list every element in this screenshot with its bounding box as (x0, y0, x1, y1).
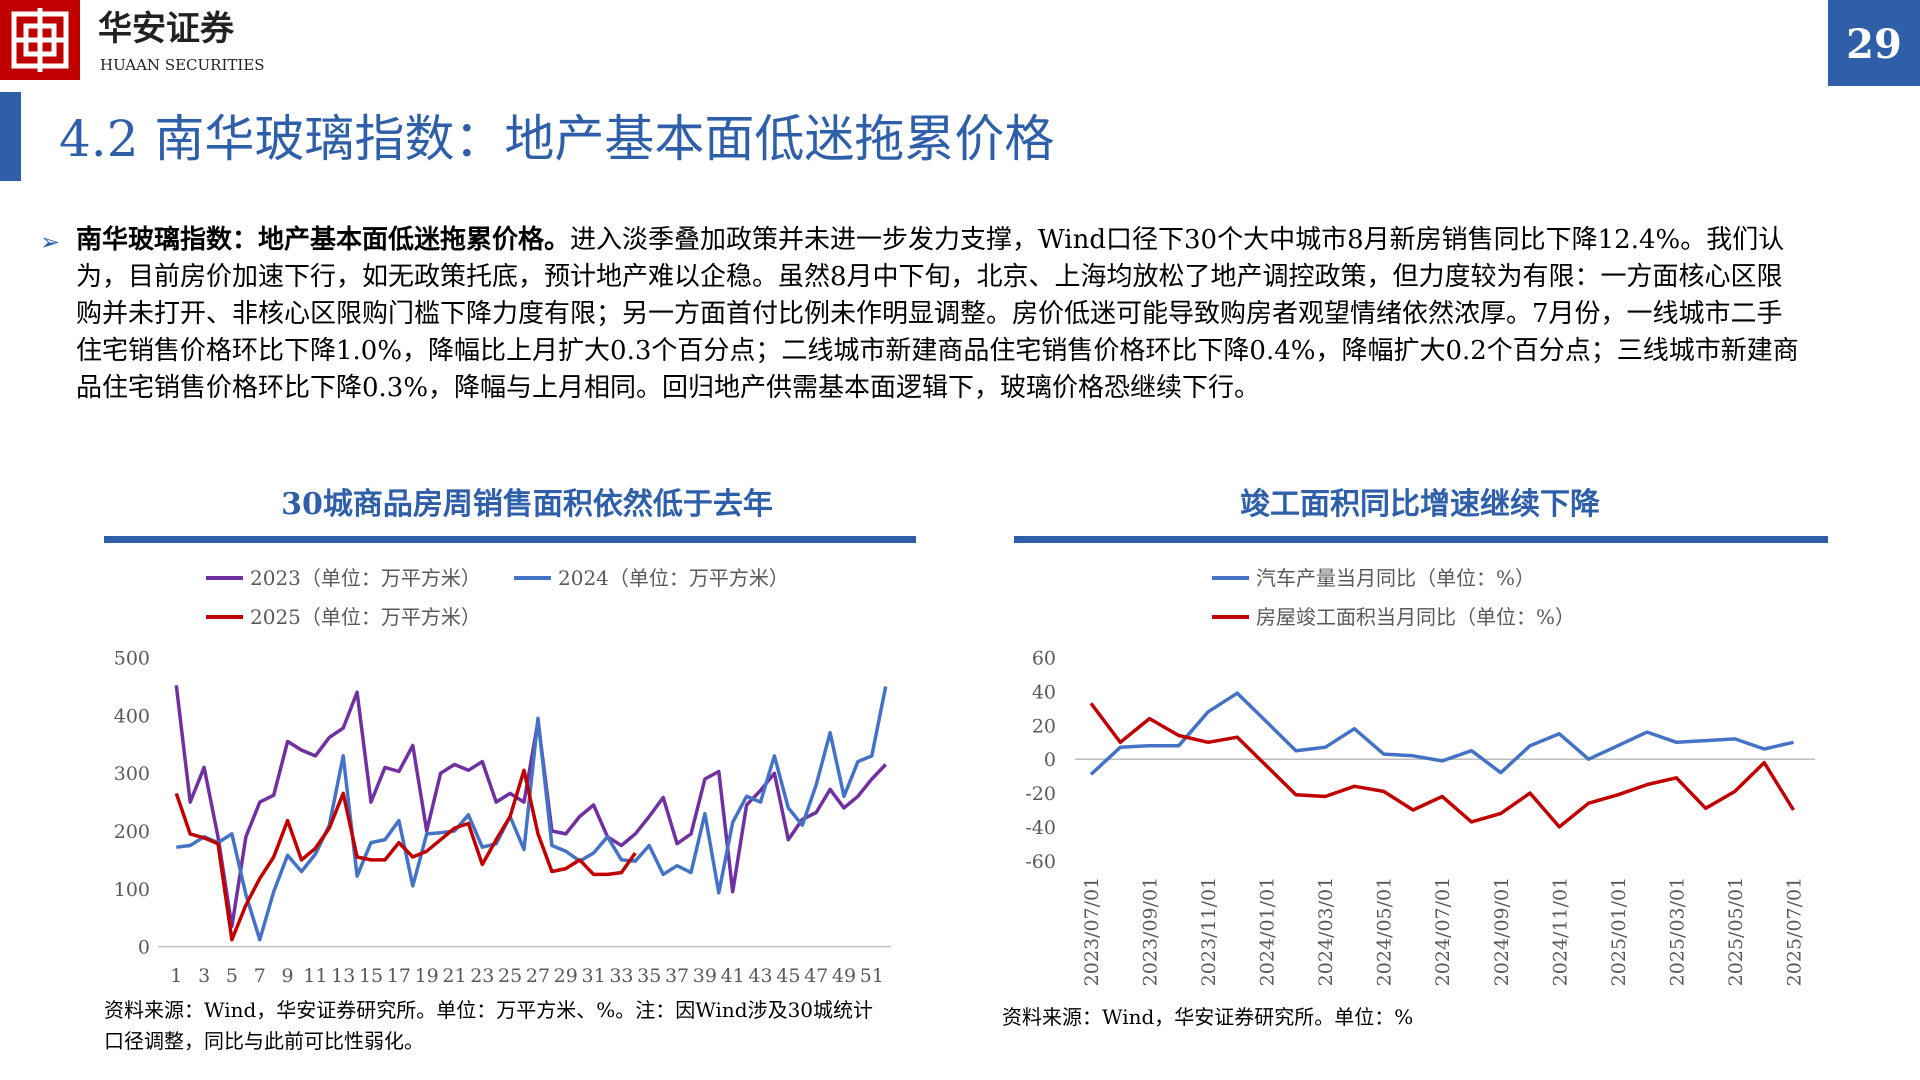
y-tick-label: 0 (138, 937, 150, 959)
x-tick-label: 39 (693, 965, 717, 987)
x-tick-label: 51 (860, 965, 884, 987)
x-tick-label: 2025/05/01 (1725, 877, 1747, 987)
y-tick-label: 400 (114, 705, 150, 727)
x-tick-label: 37 (665, 965, 689, 987)
x-tick-label: 2024/09/01 (1491, 877, 1513, 987)
y-tick-label: 300 (114, 763, 150, 785)
title-underline (104, 536, 916, 543)
x-tick-label: 35 (637, 965, 661, 987)
y-tick-label: -60 (1025, 851, 1056, 873)
bullet-arrow: ➢ (40, 228, 60, 256)
y-tick-label: -40 (1025, 817, 1056, 839)
x-tick-label: 27 (526, 965, 550, 987)
x-tick-label: 41 (721, 965, 745, 987)
x-tick-label: 1 (170, 965, 182, 987)
logo-pattern (11, 8, 69, 72)
legend-label: 房屋竣工面积当月同比（单位：%） (1256, 605, 1575, 629)
x-tick-label: 25 (498, 965, 522, 987)
logo-subtitle: HUAAN SECURITIES (100, 56, 265, 74)
y-tick-label: 40 (1032, 681, 1056, 703)
y-tick-label: 100 (114, 879, 150, 901)
x-tick-label: 2024/11/01 (1549, 877, 1571, 987)
section-title: 4.2 南华玻璃指数：地产基本面低迷拖累价格 (59, 110, 1054, 168)
x-tick-label: 15 (359, 965, 383, 987)
x-tick-label: 31 (582, 965, 606, 987)
x-tick-label: 21 (442, 965, 466, 987)
page-number: 29 (1846, 21, 1902, 68)
x-tick-label: 5 (226, 965, 238, 987)
series-line (176, 686, 888, 942)
x-tick-label: 29 (554, 965, 578, 987)
x-tick-label: 45 (776, 965, 800, 987)
y-tick-label: 500 (114, 648, 150, 670)
y-tick-label: 60 (1032, 648, 1056, 670)
x-tick-label: 2024/05/01 (1374, 877, 1396, 987)
page-number-box (1828, 0, 1920, 86)
y-tick-label: 0 (1044, 749, 1056, 771)
series-line (174, 768, 637, 942)
series-line (1089, 702, 1795, 829)
chart-title: 竣工面积同比增速继续下降 (1240, 487, 1601, 522)
x-tick-label: 23 (470, 965, 494, 987)
x-tick-label: 43 (748, 965, 772, 987)
x-tick-label: 3 (198, 965, 210, 987)
x-tick-label: 47 (804, 965, 828, 987)
x-tick-label: 2024/03/01 (1315, 877, 1337, 987)
x-tick-label: 9 (282, 965, 294, 987)
x-tick-label: 13 (331, 965, 355, 987)
legend-label: 2024（单位：万平方米） (558, 566, 789, 590)
x-tick-label: 17 (387, 965, 411, 987)
chart-note: 资料来源：Wind，华安证券研究所。单位：% (1002, 1005, 1414, 1029)
logo-name: 华安证券 (98, 9, 235, 49)
y-tick-label: -20 (1025, 783, 1056, 805)
bullet-lead: 南华玻璃指数：地产基本面低迷拖累价格。 (76, 225, 571, 255)
legend-label: 汽车产量当月同比（单位：%） (1256, 566, 1535, 590)
x-tick-label: 2024/01/01 (1257, 877, 1279, 987)
x-tick-label: 19 (415, 965, 439, 987)
legend-label: 2025（单位：万平方米） (250, 605, 481, 629)
x-tick-label: 2023/07/01 (1081, 877, 1103, 987)
x-tick-label: 33 (609, 965, 633, 987)
chart-note: 资料来源：Wind，华安证券研究所。单位：万平方米、%。注：因Wind涉及30城… (104, 998, 874, 1053)
title-bar (0, 92, 21, 181)
x-tick-label: 2025/01/01 (1608, 877, 1630, 987)
x-tick-label: 7 (254, 965, 266, 987)
legend-label: 2023（单位：万平方米） (250, 566, 481, 590)
title-underline (1014, 536, 1828, 543)
series-line (1089, 691, 1794, 776)
chart-title: 30城商品房周销售面积依然低于去年 (281, 487, 773, 522)
x-tick-label: 2023/11/01 (1198, 877, 1220, 987)
bullet-paragraph: 南华玻璃指数：地产基本面低迷拖累价格。进入淡季叠加政策并未进一步发力支撑，Win… (76, 222, 1806, 407)
bullet-text: 进入淡季叠加政策并未进一步发力支撑，Wind口径下30个大中城市8月新房销售同比… (76, 225, 1799, 403)
x-tick-label: 11 (303, 965, 327, 987)
y-tick-label: 20 (1032, 715, 1056, 737)
x-tick-label: 2024/07/01 (1432, 877, 1454, 987)
x-tick-label: 2023/09/01 (1140, 877, 1162, 987)
x-tick-label: 2025/07/01 (1783, 877, 1805, 987)
y-tick-label: 200 (114, 821, 150, 843)
x-tick-label: 49 (832, 965, 856, 987)
x-tick-label: 2025/03/01 (1666, 877, 1688, 987)
